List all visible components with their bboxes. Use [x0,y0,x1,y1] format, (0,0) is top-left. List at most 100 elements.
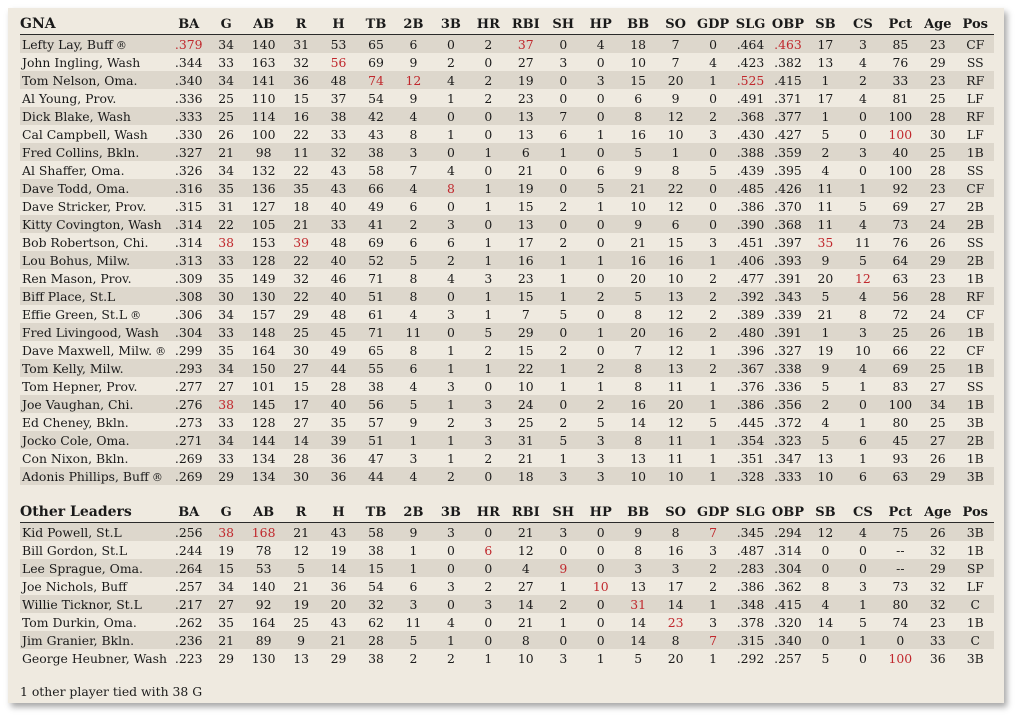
stat-cell: 12 [394,71,433,89]
stat-cell: 12 [293,542,309,558]
stat-cell: 10 [592,578,609,594]
stat-cell: 0 [596,54,605,70]
stat-cell: 34 [207,71,245,89]
stat-cell: 3 [432,522,470,541]
column-header: OBP [769,14,807,35]
stat-cell: 100 [888,650,913,666]
stat-cell: 3 [446,306,455,322]
stat-cell: 16 [656,323,695,341]
stat-cell: 15 [667,234,684,250]
stat-cell: 66 [892,342,909,358]
stat-cell: 6 [409,234,418,250]
stat-cell: .320 [774,614,802,630]
stat-cell: .439 [736,162,765,178]
stat-cell: 93 [892,450,909,466]
player-row: Bob Robertson, Chi. .314 38 153 39 48 69 6 6 1 17 2… [20,233,994,251]
player-name-text: Tom Hepner, Prov. [22,378,138,394]
player-row: Al Young, Prov. .336 25 110 15 37 54 9 1 2 23 0 0 6 9 0… [20,89,994,107]
stat-cell: 1 [844,595,882,613]
stat-cell: 27 [919,431,957,449]
stat-cell: 49 [368,198,384,214]
player-row: Kid Powell, St.L .256 38 168 21 43 58 9 3 0 21 3 0 9 8… [20,522,994,541]
player-row: Tom Hepner, Prov. .277 27 101 15 28 38 4 3 0 10 1 1 8… [20,377,994,395]
stat-cell: 3 [432,215,470,233]
stat-cell: SP [956,559,994,577]
stat-cell: 29 [929,54,946,70]
player-name-text: Lou Bohus, Milw. [22,252,131,268]
stat-cell: 0 [484,378,493,394]
stat-cell: .362 [774,578,802,594]
stat-cell: .415 [769,595,807,613]
stat-cell: 17 [806,34,845,53]
stat-cell: 55 [357,359,395,377]
stat-cell: 140 [251,578,276,594]
stat-cell: 3 [581,431,620,449]
stat-cell: 15 [207,559,245,577]
stat-cell: 24 [929,306,946,322]
stat-cell: 2 [446,650,455,666]
column-header: SB [806,502,845,523]
stat-cell: .327 [774,342,802,358]
player-row: Fred Livingood, Wash .304 33 148 25 45 71 11 0 5 2… [20,323,994,341]
stat-cell: 8 [634,542,643,558]
column-header: SO [656,14,695,35]
stat-cell: .277 [174,378,203,394]
player-name: Jim Granier, Bkln. [20,631,170,649]
player-name-text: Biff Place, St.L [22,288,116,304]
stat-cell: 21 [817,306,834,322]
stat-cell: .397 [774,234,802,250]
stat-cell: 22 [282,251,320,269]
stat-cell: 85 [881,34,920,53]
stat-cell: 9 [806,359,845,377]
stat-cell: 6 [409,578,418,594]
stat-cell: 38 [368,378,384,394]
stat-cell: 13 [817,54,834,70]
stat-cell: 4 [709,54,718,70]
stat-cell: 25 [881,323,920,341]
stat-cell: 0 [432,287,470,305]
stat-cell: 2 [694,559,732,577]
stat-cell: 8 [619,359,657,377]
column-header: H [319,14,358,35]
player-name: Lefty Lay, Buff ® [20,34,170,53]
stat-cell: 0 [432,34,470,53]
stat-cell: 38 [357,143,395,161]
stat-cell: 21 [507,522,545,541]
stat-cell: 1 [844,179,882,197]
stat-cell: .382 [774,54,802,70]
stat-cell: 27 [517,54,534,70]
stat-cell: 5 [394,251,433,269]
stat-cell: 21 [517,162,534,178]
stat-cell: 14 [630,614,647,630]
stat-cell: 8 [409,126,418,142]
stat-cell: .314 [774,542,802,558]
stat-cell: 100 [881,395,920,413]
stat-cell: 62 [368,614,384,630]
stat-cell: 10 [517,378,534,394]
stat-cell: 1 [581,251,620,269]
stat-cell: 54 [368,578,384,594]
stat-cell: 0 [469,522,508,541]
stat-cell: 0 [446,198,455,214]
stat-cell: 0 [544,34,582,53]
stat-cell: 130 [244,287,283,305]
stat-cell: .330 [174,126,203,142]
stat-cell: 34 [207,431,245,449]
player-name: Dave Stricker, Prov. [20,197,170,215]
stat-cell: 0 [694,179,732,197]
stat-cell: 6 [656,215,695,233]
stat-cell: 29 [507,323,545,341]
stat-cell: 25 [929,90,946,106]
column-header: 3B [432,502,470,523]
player-name: Ren Mason, Prov. [20,269,170,287]
stat-cell: 2 [559,198,568,214]
stat-cell: 9 [409,414,418,430]
stat-cell: 17 [282,395,320,413]
stat-cell: .463 [769,34,807,53]
column-header: SH [544,502,582,523]
stat-cell: 1 [469,179,508,197]
stat-cell: 35 [218,342,235,358]
stat-cell: 1 [446,450,455,466]
player-name: Dick Blake, Wash [20,107,170,125]
stat-cell: 31 [507,431,545,449]
